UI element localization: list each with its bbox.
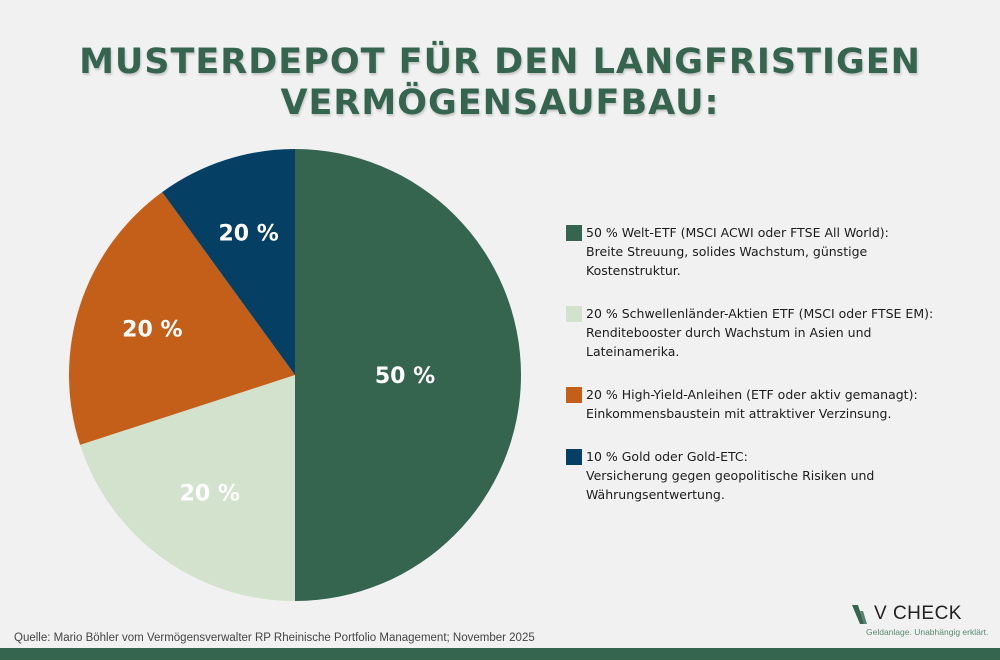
pie-slice <box>80 375 296 601</box>
legend-swatch <box>566 449 582 465</box>
legend-item: 20 % Schwellenländer-Aktien ETF (MSCI od… <box>566 304 986 361</box>
legend-title: 20 % High-Yield-Anleihen (ETF oder aktiv… <box>586 387 918 402</box>
title-line-1: MUSTERDEPOT FÜR DEN LANGFRISTIGEN <box>79 42 921 82</box>
slice-label: 20 % <box>218 221 278 246</box>
legend-swatch <box>566 387 582 403</box>
vcheck-logo: V CHECK Geldanlage. Unabhängig erklärt. <box>852 603 988 637</box>
legend-title: 10 % Gold oder Gold-ETC: <box>586 449 748 464</box>
legend-text: Versicherung gegen geopolitische Risiken… <box>586 468 875 483</box>
legend-text: Einkommensbaustein mit attraktiver Verzi… <box>586 406 892 421</box>
legend-item: 50 % Welt-ETF (MSCI ACWI oder FTSE All W… <box>566 223 986 280</box>
legend-title: 20 % Schwellenländer-Aktien ETF (MSCI od… <box>586 306 934 321</box>
slice-label: 20 % <box>180 481 240 506</box>
legend-title: 50 % Welt-ETF (MSCI ACWI oder FTSE All W… <box>586 225 889 240</box>
legend: 50 % Welt-ETF (MSCI ACWI oder FTSE All W… <box>566 223 986 528</box>
legend-swatch <box>566 306 582 322</box>
footer-bar <box>0 648 1000 660</box>
legend-swatch <box>566 225 582 241</box>
legend-text: Kostenstruktur. <box>586 263 681 278</box>
legend-item: 10 % Gold oder Gold-ETC: Versicherung geg… <box>566 447 986 504</box>
legend-text: Währungsentwertung. <box>586 487 725 502</box>
pie-slice <box>295 149 521 601</box>
slice-label: 50 % <box>375 364 435 389</box>
legend-text: Breite Streuung, solides Wachstum, günst… <box>586 244 868 259</box>
page-title: MUSTERDEPOT FÜR DEN LANGFRISTIGEN VERMÖG… <box>0 42 1000 124</box>
legend-text: Renditebooster durch Wachstum in Asien u… <box>586 325 872 340</box>
pie-slice <box>162 149 295 375</box>
logo-name: V CHECK <box>874 603 962 624</box>
slice-label: 20 % <box>122 318 182 343</box>
pie-slice <box>69 192 296 445</box>
v-logo-icon <box>852 605 867 624</box>
legend-text: Lateinamerika. <box>586 344 680 359</box>
source-note: Quelle: Mario Böhler vom Vermögensverwal… <box>14 632 535 644</box>
title-line-2: VERMÖGENSAUFBAU: <box>280 83 720 123</box>
legend-item: 20 % High-Yield-Anleihen (ETF oder aktiv… <box>566 385 986 423</box>
logo-tagline: Geldanlage. Unabhängig erklärt. <box>866 627 989 637</box>
